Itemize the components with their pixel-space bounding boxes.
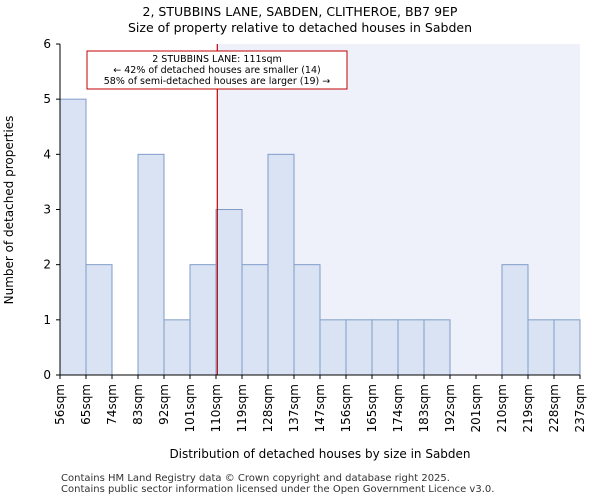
annotation-line-2: ← 42% of detached houses are smaller (14… xyxy=(113,65,320,76)
x-tick-label: 92sqm xyxy=(157,384,171,425)
x-tick-label: 210sqm xyxy=(495,384,509,432)
bar-219sqm xyxy=(527,319,555,376)
y-tick-label: 5 xyxy=(43,92,51,106)
y-tick-label: 3 xyxy=(43,203,51,217)
bar-128sqm xyxy=(267,153,295,376)
x-tick-label: 83sqm xyxy=(131,384,145,425)
x-tick-label: 192sqm xyxy=(443,384,457,432)
bar-65sqm xyxy=(85,264,113,376)
footer-copyright: Contains HM Land Registry data © Crown c… xyxy=(61,473,450,484)
bar-110sqm xyxy=(215,209,243,376)
x-tick-label: 101sqm xyxy=(183,384,197,432)
bar-228sqm xyxy=(553,319,581,376)
y-tick-label: 0 xyxy=(43,368,51,382)
footer-licence: Contains public sector information licen… xyxy=(61,484,495,495)
x-tick-label: 74sqm xyxy=(105,384,119,425)
bar-119sqm xyxy=(241,264,269,376)
x-tick-label: 119sqm xyxy=(235,384,249,432)
x-tick-label: 228sqm xyxy=(547,384,561,432)
x-tick-label: 110sqm xyxy=(209,384,223,432)
annotation-line-1: 2 STUBBINS LANE: 111sqm xyxy=(152,54,282,65)
x-tick-label: 65sqm xyxy=(79,384,93,425)
annotation-line-3: 58% of semi-detached houses are larger (… xyxy=(104,76,331,87)
x-tick-label: 165sqm xyxy=(365,384,379,432)
x-tick-label: 183sqm xyxy=(417,384,431,432)
x-tick-label: 137sqm xyxy=(287,384,301,432)
x-tick-label: 147sqm xyxy=(313,384,327,432)
x-tick-label: 219sqm xyxy=(521,384,535,432)
bar-137sqm xyxy=(293,264,321,376)
bar-174sqm xyxy=(397,319,425,376)
annotation-box: 2 STUBBINS LANE: 111sqm ← 42% of detache… xyxy=(86,50,348,90)
bar-165sqm xyxy=(371,319,399,376)
bar-147sqm xyxy=(319,319,347,376)
y-tick-label: 1 xyxy=(43,313,51,327)
bar-83sqm xyxy=(137,153,165,376)
x-axis-label: Distribution of detached houses by size … xyxy=(169,447,470,461)
y-tick-label: 2 xyxy=(43,258,51,272)
x-tick-label: 156sqm xyxy=(339,384,353,432)
bar-56sqm xyxy=(59,98,87,376)
y-tick-label: 6 xyxy=(43,37,51,51)
bar-183sqm xyxy=(423,319,451,376)
x-tick-label: 201sqm xyxy=(469,384,483,432)
y-axis-label: Number of detached properties xyxy=(2,116,16,305)
y-tick-label: 4 xyxy=(43,147,51,161)
chart-title: 2, STUBBINS LANE, SABDEN, CLITHEROE, BB7… xyxy=(142,4,458,19)
x-tick-label: 56sqm xyxy=(53,384,67,425)
bar-210sqm xyxy=(501,264,529,376)
x-tick-label: 237sqm xyxy=(573,384,587,432)
bar-101sqm xyxy=(189,264,217,376)
bar-156sqm xyxy=(345,319,373,376)
chart-subtitle: Size of property relative to detached ho… xyxy=(128,20,472,35)
x-tick-label: 174sqm xyxy=(391,384,405,432)
bar-92sqm xyxy=(163,319,191,376)
histogram-chart: 0 1 2 3 4 5 6 56sqm 65sqm 74sqm 83sqm 92sqm 101sqm 11… xyxy=(2,37,587,461)
x-tick-label: 128sqm xyxy=(261,384,275,432)
